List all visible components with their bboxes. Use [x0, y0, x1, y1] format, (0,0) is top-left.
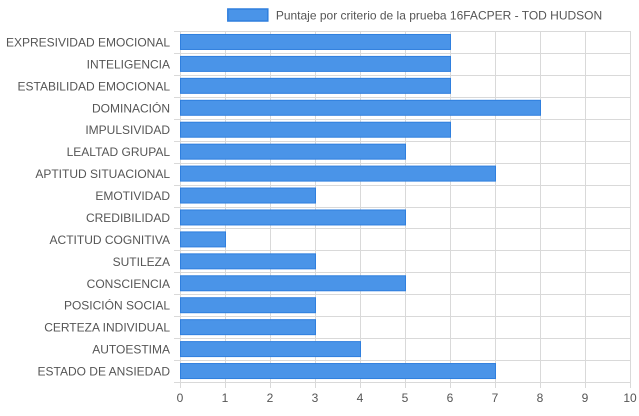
bar-lealtad-grupal[interactable]	[180, 143, 406, 160]
legend-label[interactable]: Puntaje por criterio de la prueba 16FACP…	[276, 9, 602, 23]
legend-swatch[interactable]	[227, 8, 269, 22]
bar-aptitud-situacional[interactable]	[180, 165, 496, 182]
bar-autoestima[interactable]	[180, 341, 361, 358]
bar-layer	[180, 33, 541, 380]
x-tick-label: 9	[582, 391, 589, 405]
bar-estado-de-ansiedad[interactable]	[180, 363, 496, 380]
x-tick-label: 8	[537, 391, 544, 405]
bar-certeza-individual[interactable]	[180, 319, 316, 336]
category-label: CREDIBILIDAD	[86, 211, 170, 225]
legend[interactable]: Puntaje por criterio de la prueba 16FACP…	[227, 8, 602, 23]
x-tick-label: 10	[623, 391, 637, 405]
x-axis-ticks: 0 1 2 3 4 5 6 7 8 9 10	[177, 391, 637, 405]
bar-actitud-cognitiva[interactable]	[180, 231, 226, 248]
bar-estabilidad-emocional[interactable]	[180, 77, 451, 94]
category-label: DOMINACIÓN	[92, 100, 170, 115]
category-label: EMOTIVIDAD	[95, 189, 170, 203]
x-tick-label: 4	[357, 391, 364, 405]
bar-dominación[interactable]	[180, 99, 541, 116]
category-labels: EXPRESIVIDAD EMOCIONAL INTELIGENCIA ESTABI…	[6, 35, 170, 378]
category-label: CONSCIENCIA	[87, 277, 170, 291]
x-tick-label: 7	[492, 391, 499, 405]
bar-credibilidad[interactable]	[180, 209, 406, 226]
bar-emotividad[interactable]	[180, 187, 316, 204]
category-label: ACTITUD COGNITIVA	[50, 233, 170, 247]
category-label: IMPULSIVIDAD	[85, 123, 170, 137]
x-tick-label: 6	[447, 391, 454, 405]
category-label: SUTILEZA	[113, 255, 170, 269]
bar-posición-social[interactable]	[180, 297, 316, 314]
bar-sutileza[interactable]	[180, 253, 316, 270]
bar-impulsividad[interactable]	[180, 121, 451, 138]
category-label: INTELIGENCIA	[87, 57, 170, 71]
category-label: ESTABILIDAD EMOCIONAL	[18, 79, 171, 93]
category-label: LEALTAD GRUPAL	[67, 145, 171, 159]
bar-inteligencia[interactable]	[180, 55, 451, 72]
category-label: AUTOESTIMA	[92, 343, 170, 357]
bar-expresividad-emocional[interactable]	[180, 33, 451, 50]
x-tick-label: 5	[402, 391, 409, 405]
x-tick-label: 2	[267, 391, 274, 405]
category-label: POSICIÓN SOCIAL	[64, 298, 170, 313]
x-tick-label: 1	[222, 391, 229, 405]
x-tick-label: 3	[312, 391, 319, 405]
bar-consciencia[interactable]	[180, 275, 406, 292]
category-label: APTITUD SITUACIONAL	[35, 167, 170, 181]
category-label: ESTADO DE ANSIEDAD	[38, 365, 171, 379]
category-label: EXPRESIVIDAD EMOCIONAL	[6, 35, 170, 49]
category-label: CERTEZA INDIVIDUAL	[44, 321, 170, 335]
x-tick-label: 0	[177, 391, 184, 405]
